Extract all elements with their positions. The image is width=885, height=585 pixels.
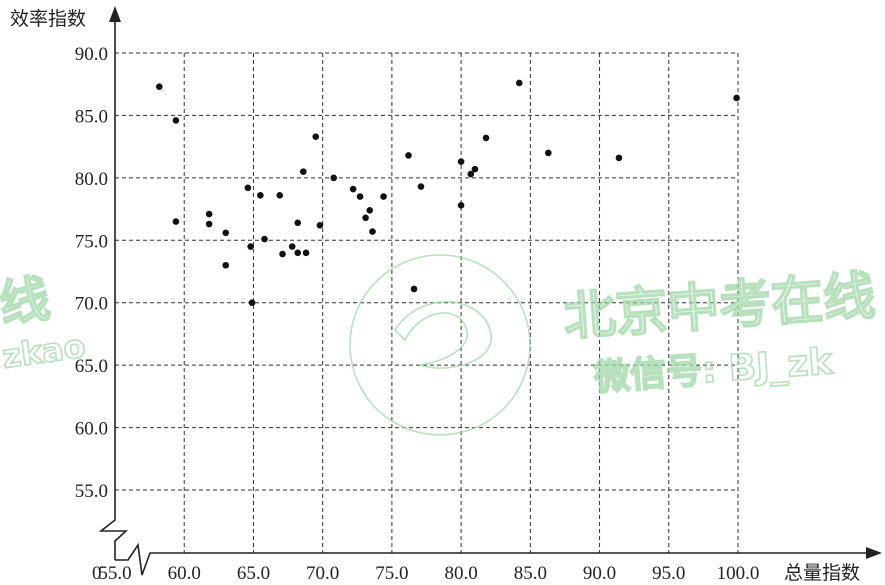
data-point xyxy=(248,299,256,307)
data-point xyxy=(294,219,302,227)
watermark-left-fragment-1: 线 xyxy=(0,269,53,333)
y-tick-label: 65.0 xyxy=(75,356,108,377)
x-tick-label: 90.0 xyxy=(583,563,616,584)
data-point xyxy=(515,79,523,87)
y-axis-title: 效率指数 xyxy=(10,8,86,30)
y-tick-label: 55.0 xyxy=(75,481,108,502)
x-tick-label: 95.0 xyxy=(652,563,685,584)
data-point xyxy=(356,193,364,200)
data-point xyxy=(366,207,374,214)
data-point xyxy=(302,249,310,257)
data-point xyxy=(205,210,213,218)
data-point xyxy=(330,174,338,182)
y-tick-label: 80.0 xyxy=(75,169,108,190)
data-point xyxy=(316,222,324,229)
x-tick-label: 60.0 xyxy=(168,563,201,584)
data-points xyxy=(156,79,740,307)
data-point xyxy=(222,261,230,269)
x-tick-label: 55.0 xyxy=(98,563,131,584)
x-tick-label: 75.0 xyxy=(375,563,408,584)
data-point xyxy=(294,249,302,257)
data-point xyxy=(405,152,412,159)
data-point xyxy=(457,202,465,209)
x-axis-title: 总量指数 xyxy=(784,562,860,584)
x-tick-label: 100.0 xyxy=(717,563,760,584)
watermark-wechat-text: 微信号: BJ_zk xyxy=(592,341,835,399)
x-axis-arrow xyxy=(866,547,882,559)
y-tick-label: 85.0 xyxy=(75,106,108,127)
axes xyxy=(98,6,882,576)
data-point xyxy=(261,235,268,243)
y-tick-label: 60.0 xyxy=(75,419,108,440)
data-point xyxy=(279,250,286,258)
y-axis-line xyxy=(98,14,129,560)
data-point xyxy=(369,228,376,235)
data-point xyxy=(457,158,465,165)
watermark: 北京中考在线 微信号: BJ_zk 线 zkao xyxy=(0,254,878,436)
y-tick-label: 90.0 xyxy=(75,44,108,65)
tick-labels: 55.0 60.0 65.0 70.0 75.0 80.0 85.0 90.0 95.0 100.… xyxy=(75,44,760,584)
x-tick-label: 70.0 xyxy=(306,563,339,584)
data-point xyxy=(244,184,252,192)
data-point xyxy=(247,243,254,250)
data-point xyxy=(156,83,163,91)
x-tick-label: 80.0 xyxy=(444,563,477,584)
data-point xyxy=(545,149,552,157)
data-point xyxy=(380,193,387,200)
data-point xyxy=(482,134,490,142)
x-tick-label: 65.0 xyxy=(237,563,270,584)
data-point xyxy=(615,154,623,162)
data-point xyxy=(362,214,369,222)
data-point xyxy=(222,229,230,237)
data-point xyxy=(467,170,475,178)
data-point xyxy=(471,165,479,173)
data-point xyxy=(172,218,180,225)
data-point xyxy=(257,192,264,199)
origin-label: 0 xyxy=(92,563,102,584)
watermark-brand-text: 北京中考在线 xyxy=(562,266,877,348)
data-point xyxy=(299,168,307,175)
y-tick-label: 75.0 xyxy=(75,231,108,252)
y-axis-arrow xyxy=(109,6,121,22)
x-tick-label: 85.0 xyxy=(514,563,547,584)
data-point xyxy=(312,133,320,140)
y-tick-label: 70.0 xyxy=(75,294,108,315)
data-point xyxy=(172,117,180,124)
watermark-circle-logo xyxy=(349,254,531,436)
data-point xyxy=(205,220,213,228)
data-point xyxy=(733,94,740,102)
grid-lines xyxy=(115,52,739,553)
data-point xyxy=(417,183,425,190)
data-point xyxy=(276,192,284,199)
data-point xyxy=(410,285,418,293)
data-point xyxy=(349,185,357,193)
data-point xyxy=(288,243,296,250)
x-axis-line xyxy=(115,542,872,576)
